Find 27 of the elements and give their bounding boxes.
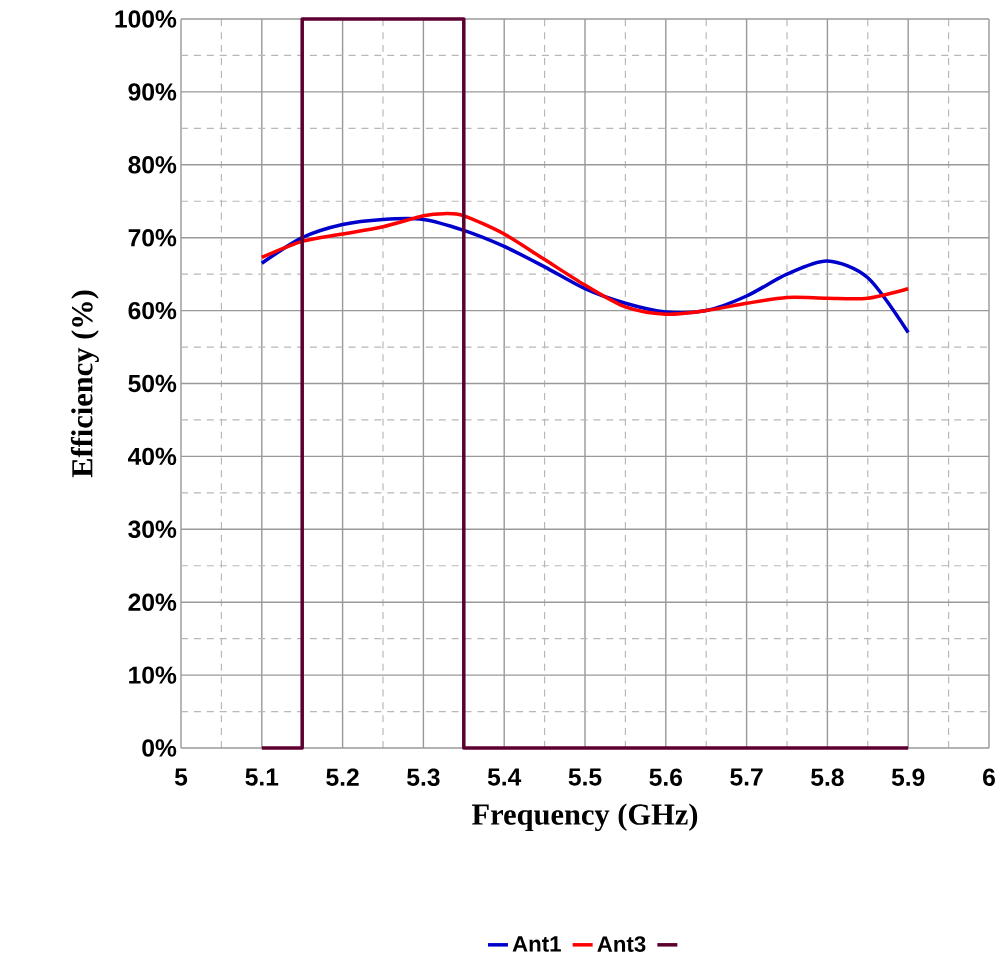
y-tick-label: 20% bbox=[128, 593, 177, 611]
x-tick-label: 5.9 bbox=[891, 768, 925, 786]
y-tick-label: 10% bbox=[129, 666, 177, 684]
y-tick-label: 40% bbox=[127, 447, 177, 466]
x-tick-label: 5.4 bbox=[487, 768, 522, 786]
legend-label: Ant1 bbox=[512, 936, 561, 952]
y-tick-label: 30% bbox=[128, 520, 177, 539]
y-tick-label: 100% bbox=[115, 10, 177, 28]
x-axis-title: Frequency (GHz) bbox=[472, 803, 698, 832]
x-tick-label: 5 bbox=[174, 768, 188, 786]
x-tick-label: 5.8 bbox=[811, 768, 844, 786]
x-tick-label: 5.7 bbox=[730, 768, 763, 786]
x-tick-label: 6 bbox=[983, 768, 995, 786]
y-tick-label: 80% bbox=[128, 156, 177, 174]
y-tick-label: 60% bbox=[128, 301, 177, 320]
y-tick-label: 50% bbox=[128, 374, 177, 393]
x-tick-label: 5.1 bbox=[245, 768, 279, 786]
x-tick-label: 5.3 bbox=[407, 768, 440, 786]
line-series bbox=[260, 211, 910, 317]
y-tick-label: 90% bbox=[128, 83, 177, 101]
y-tick-label: 0% bbox=[142, 739, 177, 757]
x-tick-label: 5.2 bbox=[326, 768, 359, 786]
x-tick-label: 5.5 bbox=[568, 768, 602, 786]
y-tick-label: 70% bbox=[128, 228, 177, 247]
x-tick-label: 5.6 bbox=[649, 768, 683, 786]
y-axis-title: Efficiency (%) bbox=[70, 290, 99, 478]
legend-label: Ant3 bbox=[597, 936, 646, 952]
